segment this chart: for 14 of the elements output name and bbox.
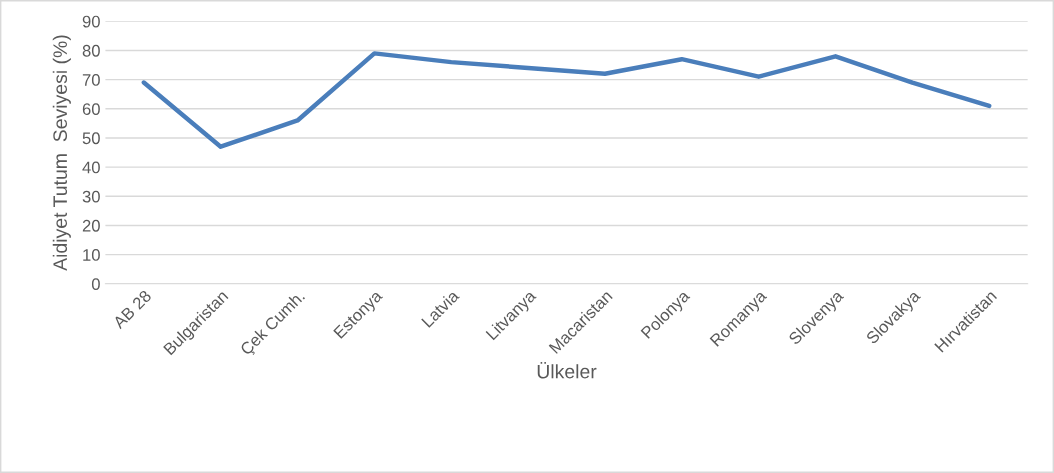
- y-tick-label: 90: [82, 15, 100, 28]
- y-tick-label: 40: [82, 161, 100, 174]
- y-tick-label: 70: [82, 74, 100, 86]
- y-tick-label: 20: [82, 219, 100, 232]
- y-tick-label: 10: [83, 249, 100, 261]
- y-axis-title: Aidiyet Tutum Seviyesi (%): [52, 35, 71, 271]
- y-tick-label: 60: [82, 103, 100, 115]
- y-tick-label: 30: [82, 190, 100, 203]
- y-tick-label: 0: [91, 278, 100, 290]
- y-tick-label: 50: [82, 132, 100, 145]
- x-tick-label: AB 28: [112, 289, 152, 330]
- y-tick-label: 80: [82, 44, 100, 57]
- x-axis-title: Ülkeler: [537, 362, 597, 379]
- line-series: [141, 51, 992, 149]
